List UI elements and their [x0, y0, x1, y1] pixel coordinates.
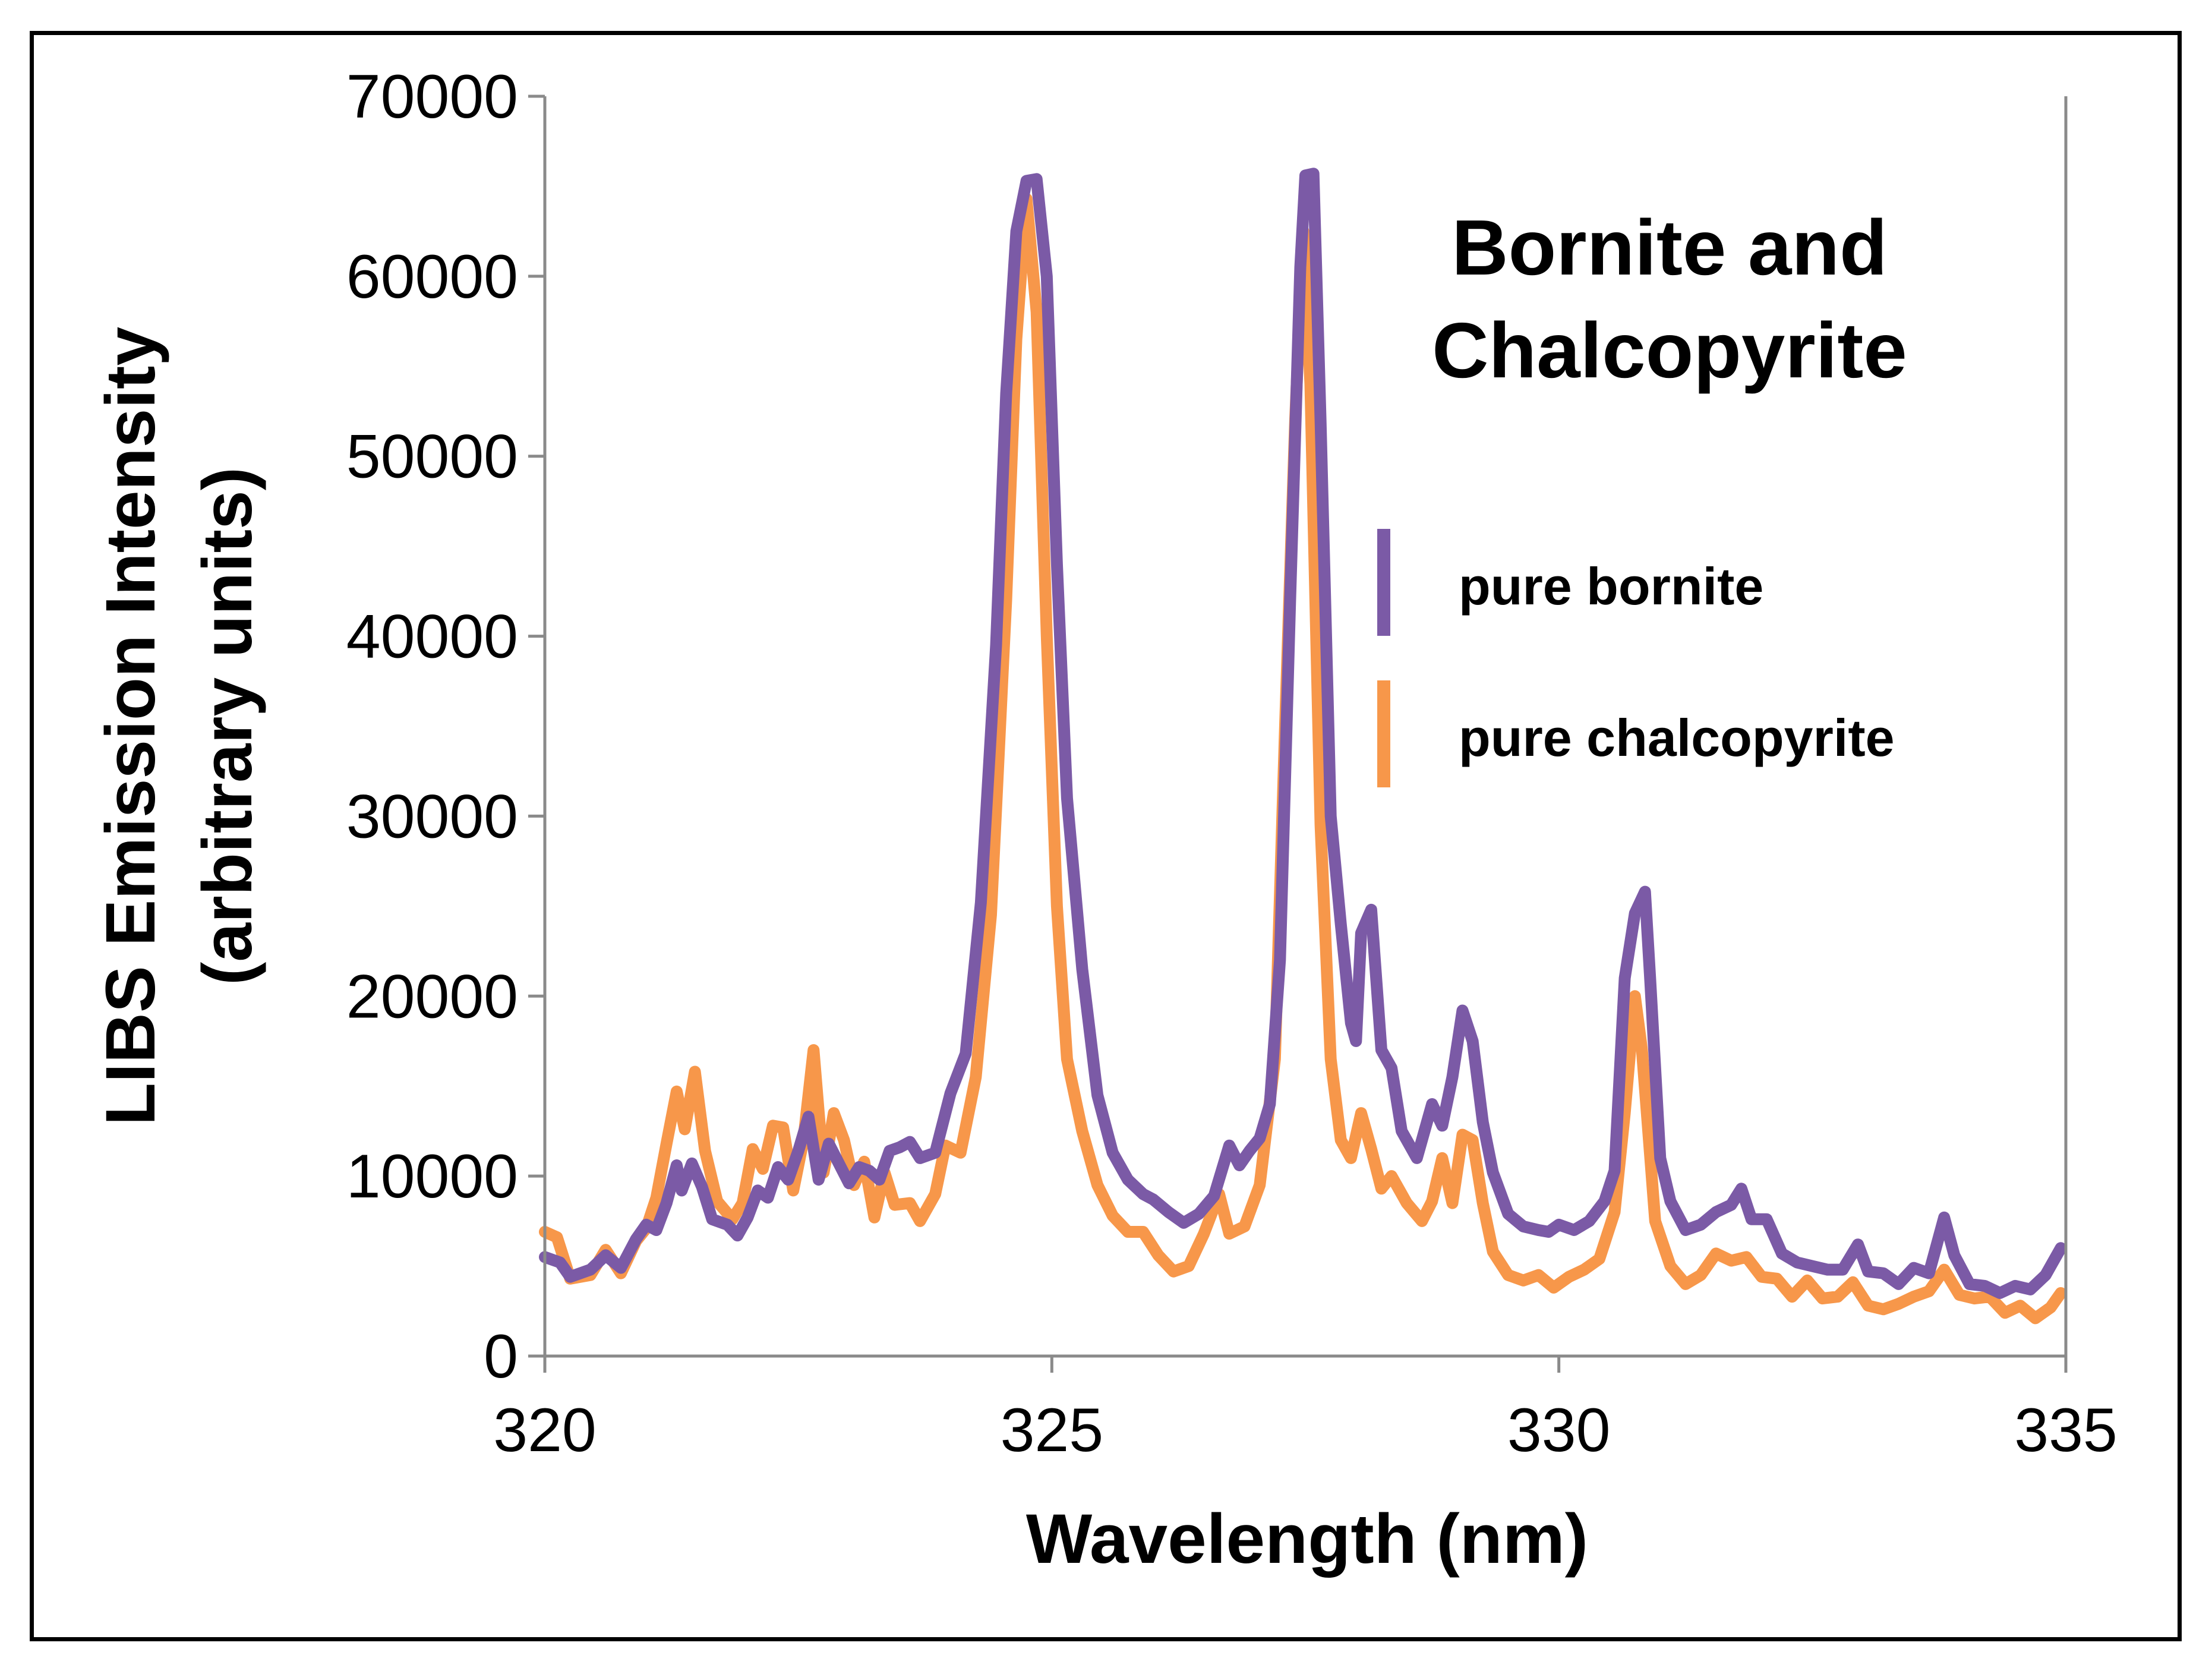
x-tick-label: 330	[1507, 1396, 1611, 1465]
x-tick-label: 325	[1001, 1396, 1104, 1465]
y-axis-title-line-2: (arbitrary units)	[188, 467, 267, 985]
legend-swatch-pure-chalcopyrite	[1377, 680, 1390, 787]
axes: 0 10000 20000 30000 40000 50000 60000 70000 320…	[346, 62, 2118, 1465]
x-axis-title: Wavelength (nm)	[1026, 1500, 1588, 1578]
y-tick-label: 0	[484, 1322, 518, 1391]
y-tick-label: 10000	[346, 1142, 518, 1211]
y-tick-label: 70000	[346, 62, 518, 131]
legend: pure bornite pure chalcopyrite	[1377, 529, 1895, 787]
y-tick-label: 20000	[346, 962, 518, 1031]
legend-label-pure-bornite: pure bornite	[1459, 557, 1763, 616]
y-tick-label: 50000	[346, 423, 518, 491]
chart-title-line-2: Chalcopyrite	[1432, 307, 1907, 394]
legend-label-pure-chalcopyrite: pure chalcopyrite	[1459, 708, 1895, 767]
x-tick-label: 320	[493, 1396, 597, 1465]
y-axis-title-line-1: LIBS Emission Intensity	[91, 327, 170, 1125]
chart-title: Bornite and Chalcopyrite	[1432, 204, 1907, 394]
chart-frame	[30, 31, 2182, 1641]
y-tick-label: 30000	[346, 782, 518, 851]
series-line-pure-bornite	[539, 168, 2067, 1299]
plot-area	[539, 168, 2067, 1325]
chart-title-line-1: Bornite and	[1451, 204, 1887, 291]
legend-swatch-pure-bornite	[1377, 529, 1390, 636]
y-tick-label: 40000	[346, 603, 518, 671]
y-ticks: 0 10000 20000 30000 40000 50000 60000 70000	[346, 62, 545, 1391]
y-tick-label: 60000	[346, 242, 518, 311]
x-tick-label: 335	[2014, 1396, 2118, 1465]
y-axis-title: LIBS Emission Intensity (arbitrary units…	[91, 327, 267, 1125]
x-ticks: 320 325 330 335	[493, 1356, 2118, 1465]
